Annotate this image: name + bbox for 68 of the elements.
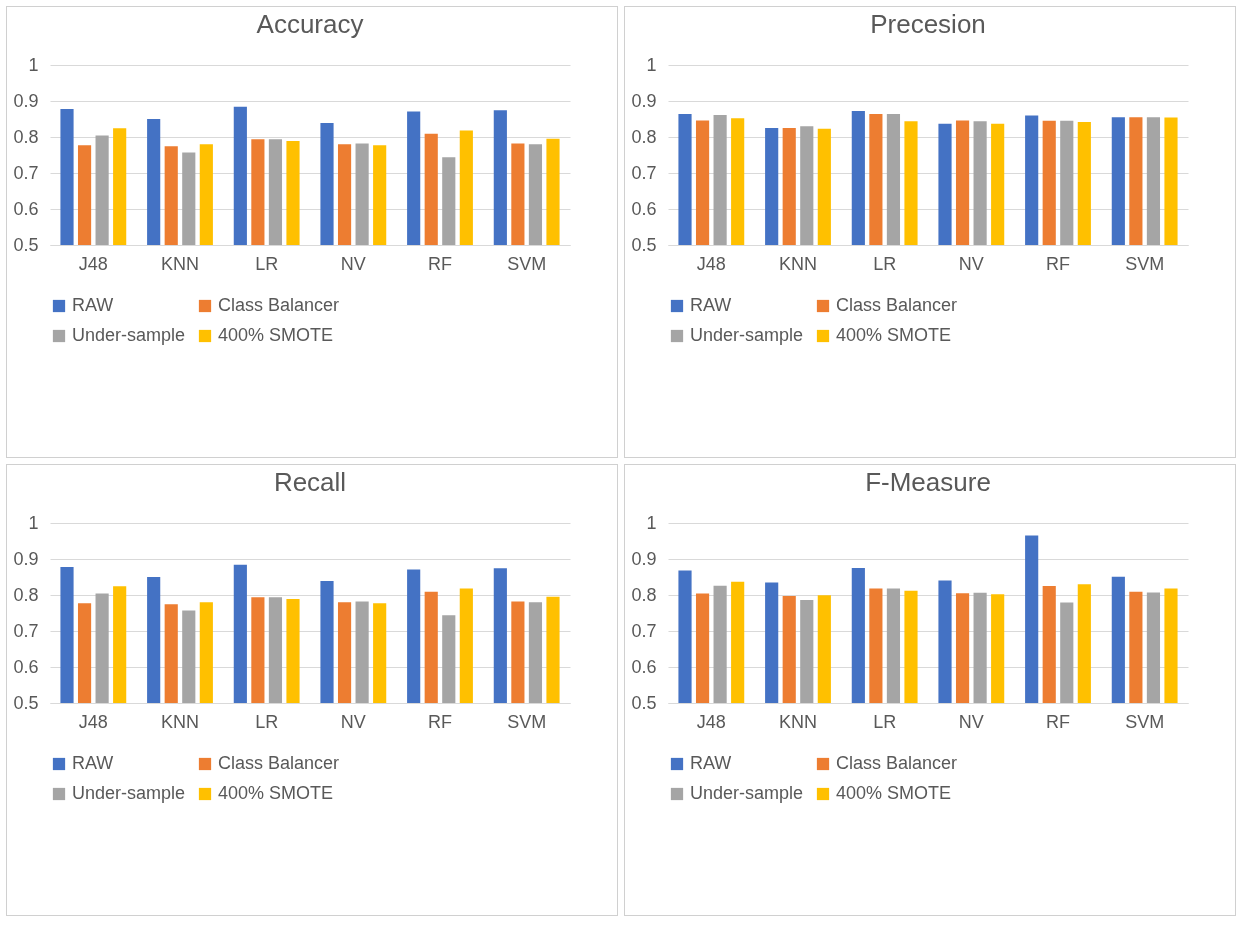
x-tick-label: KNN: [778, 253, 818, 274]
x-tick-label: SVM: [507, 711, 547, 732]
x-tick-label: NV: [958, 711, 984, 732]
x-tick-label: RF: [1046, 253, 1070, 274]
y-tick-label: 0.6: [13, 198, 39, 219]
y-tick-label: 0.5: [631, 234, 657, 255]
legend-label: Under-sample: [72, 783, 186, 803]
x-tick-label: RF: [428, 711, 452, 732]
x-tick-label: SVM: [507, 253, 547, 274]
y-tick-label: 0.6: [631, 656, 657, 677]
y-tick-label: 0.8: [13, 126, 39, 147]
x-tick-label: NV: [340, 253, 366, 274]
legend-label: 400% SMOTE: [836, 325, 952, 345]
legend-label: RAW: [690, 295, 732, 315]
y-tick-label: 0.5: [631, 692, 657, 713]
x-tick-label: KNN: [160, 711, 200, 732]
y-tick-label: 1: [646, 512, 657, 533]
y-tick-label: 0.5: [13, 692, 39, 713]
y-tick-label: 1: [646, 54, 657, 75]
chart-title: Precesion: [870, 9, 986, 39]
legend-label: RAW: [72, 295, 114, 315]
x-tick-label: LR: [873, 253, 897, 274]
chart-title: Accuracy: [256, 9, 364, 39]
x-tick-label: J48: [696, 253, 726, 274]
x-tick-label: LR: [873, 711, 897, 732]
y-tick-label: 0.6: [13, 656, 39, 677]
y-tick-label: 0.9: [631, 548, 657, 569]
y-tick-label: 1: [28, 54, 39, 75]
legend-label: Class Balancer: [218, 753, 340, 773]
legend-label: 400% SMOTE: [836, 783, 952, 803]
x-tick-label: SVM: [1125, 711, 1165, 732]
x-tick-label: RF: [428, 253, 452, 274]
y-tick-label: 0.8: [13, 584, 39, 605]
legend-label: Class Balancer: [218, 295, 340, 315]
legend-label: Under-sample: [72, 325, 186, 345]
legend-label: RAW: [72, 753, 114, 773]
y-tick-label: 0.8: [631, 584, 657, 605]
y-tick-label: 0.8: [631, 126, 657, 147]
y-tick-label: 1: [28, 512, 39, 533]
y-tick-label: 0.7: [13, 162, 39, 183]
x-tick-label: NV: [340, 711, 366, 732]
x-tick-label: J48: [78, 253, 108, 274]
y-tick-label: 0.7: [13, 620, 39, 641]
legend-label: Under-sample: [690, 325, 804, 345]
chart-title: F-Measure: [865, 467, 991, 497]
legend-label: RAW: [690, 753, 732, 773]
legend-label: Under-sample: [690, 783, 804, 803]
x-tick-label: RF: [1046, 711, 1070, 732]
y-tick-label: 0.9: [13, 548, 39, 569]
x-tick-label: LR: [255, 253, 279, 274]
x-tick-label: SVM: [1125, 253, 1165, 274]
y-tick-label: 0.9: [631, 90, 657, 111]
y-tick-label: 0.9: [13, 90, 39, 111]
legend-label: 400% SMOTE: [218, 783, 334, 803]
y-tick-label: 0.7: [631, 620, 657, 641]
y-tick-label: 0.6: [631, 198, 657, 219]
y-tick-label: 0.7: [631, 162, 657, 183]
x-tick-label: KNN: [160, 253, 200, 274]
x-tick-label: KNN: [778, 711, 818, 732]
x-tick-label: J48: [696, 711, 726, 732]
legend-label: Class Balancer: [836, 295, 958, 315]
x-tick-label: J48: [78, 711, 108, 732]
x-tick-label: LR: [255, 711, 279, 732]
legend-label: 400% SMOTE: [218, 325, 334, 345]
chart-title: Recall: [273, 467, 347, 497]
x-tick-label: NV: [958, 253, 984, 274]
y-tick-label: 0.5: [13, 234, 39, 255]
legend-label: Class Balancer: [836, 753, 958, 773]
